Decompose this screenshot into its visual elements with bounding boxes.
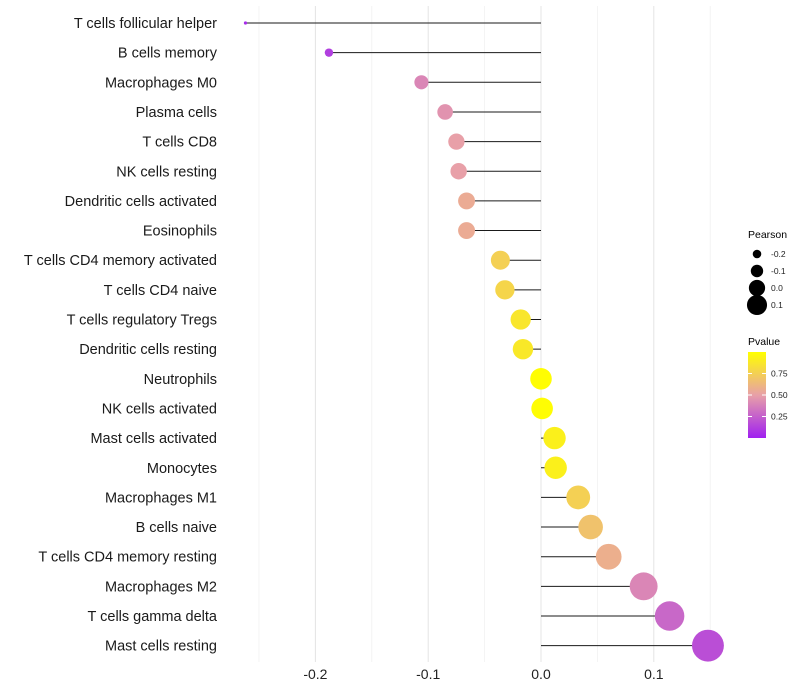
lollipop-point bbox=[654, 601, 685, 631]
lollipop-point bbox=[531, 397, 553, 420]
lollipop-stems bbox=[245, 22, 708, 647]
lollipop-point bbox=[530, 368, 552, 390]
lollipop-point bbox=[543, 426, 566, 450]
y-category-label: Monocytes bbox=[147, 461, 217, 477]
pearson-legend-key bbox=[746, 294, 768, 316]
y-category-label: Macrophages M0 bbox=[105, 75, 217, 91]
pearson-legend-key bbox=[750, 264, 764, 278]
y-category-label: Dendritic cells activated bbox=[65, 194, 217, 210]
x-tick-label: -0.1 bbox=[416, 666, 440, 682]
lollipop-point bbox=[544, 456, 567, 479]
lollipop-point bbox=[458, 192, 476, 210]
lollipop-point bbox=[629, 572, 658, 601]
lollipop-point bbox=[414, 75, 429, 90]
pvalue-legend-title: Pvalue bbox=[748, 336, 780, 348]
pearson-legend-label: 0.0 bbox=[771, 283, 783, 293]
pearson-size-legend: Pearson -0.2 -0.1 0.0 0.1 bbox=[746, 229, 787, 316]
lollipop-point bbox=[578, 514, 603, 540]
lollipop-point bbox=[512, 338, 534, 360]
y-category-label: T cells gamma delta bbox=[88, 609, 218, 625]
y-category-label: B cells memory bbox=[118, 46, 218, 62]
x-tick-label: 0.1 bbox=[644, 666, 664, 682]
lollipop-point bbox=[691, 629, 724, 662]
y-category-label: Eosinophils bbox=[143, 224, 217, 240]
lollipop-point bbox=[458, 222, 476, 240]
pearson-legend-title: Pearson bbox=[748, 229, 787, 241]
y-category-label: T cells regulatory Tregs bbox=[67, 313, 217, 329]
lollipop-point bbox=[450, 163, 467, 180]
pearson-legend-key bbox=[748, 279, 766, 297]
y-category-label: NK cells activated bbox=[102, 401, 217, 417]
y-category-label: T cells CD4 memory activated bbox=[24, 253, 217, 269]
pvalue-colorbar bbox=[748, 352, 766, 438]
pvalue-legend-label: 0.25 bbox=[771, 412, 788, 422]
lollipop-point bbox=[448, 133, 465, 150]
lollipop-point bbox=[437, 104, 453, 120]
y-category-label: T cells CD4 naive bbox=[104, 283, 217, 299]
lollipop-point bbox=[566, 485, 591, 510]
pearson-legend-key bbox=[752, 249, 762, 259]
pearson-legend-label: -0.2 bbox=[771, 249, 786, 259]
x-tick-label: -0.2 bbox=[303, 666, 327, 682]
lollipop-point bbox=[490, 250, 510, 270]
y-category-label: B cells naive bbox=[136, 520, 217, 536]
pvalue-legend-label: 0.50 bbox=[771, 390, 788, 400]
pvalue-color-legend: Pvalue 0.25 0.50 0.75 bbox=[748, 336, 788, 438]
lollipop-points bbox=[243, 21, 724, 662]
y-category-label: Dendritic cells resting bbox=[79, 342, 217, 358]
grid-lines bbox=[258, 6, 711, 662]
lollipop-point bbox=[595, 543, 622, 570]
y-category-label: NK cells resting bbox=[116, 164, 217, 180]
y-category-label: Mast cells activated bbox=[90, 431, 217, 447]
pvalue-legend-label: 0.75 bbox=[771, 369, 788, 379]
pearson-legend-label: -0.1 bbox=[771, 266, 786, 276]
y-category-label: Macrophages M2 bbox=[105, 579, 217, 595]
y-category-label: T cells follicular helper bbox=[74, 16, 217, 32]
pearson-legend-label: 0.1 bbox=[771, 300, 783, 310]
lollipop-point bbox=[324, 48, 334, 57]
lollipop-point bbox=[510, 309, 531, 330]
y-category-label: T cells CD4 memory resting bbox=[38, 550, 217, 566]
x-axis-tick-labels: -0.2 -0.1 0.0 0.1 bbox=[303, 666, 663, 682]
lollipop-point bbox=[495, 280, 515, 300]
y-category-label: Plasma cells bbox=[136, 105, 217, 121]
y-category-label: T cells CD8 bbox=[142, 135, 217, 151]
y-category-label: Neutrophils bbox=[144, 372, 217, 388]
lollipop-point bbox=[243, 21, 248, 25]
y-axis-labels: T cells follicular helper B cells memory M… bbox=[24, 16, 218, 655]
x-tick-label: 0.0 bbox=[531, 666, 551, 682]
y-category-label: Macrophages M1 bbox=[105, 490, 217, 506]
y-category-label: Mast cells resting bbox=[105, 639, 217, 655]
